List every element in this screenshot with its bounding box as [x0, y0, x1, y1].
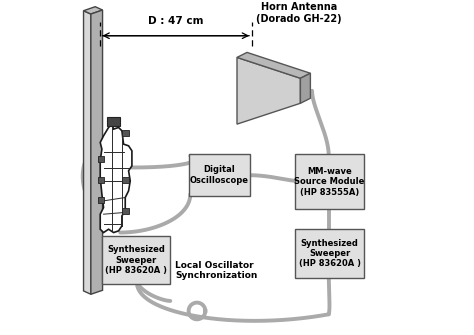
FancyBboxPatch shape	[189, 154, 250, 196]
FancyBboxPatch shape	[295, 229, 364, 278]
Polygon shape	[237, 52, 310, 78]
FancyBboxPatch shape	[98, 156, 103, 162]
Polygon shape	[91, 10, 102, 294]
Text: MM-wave
Source Module
(HP 83555A): MM-wave Source Module (HP 83555A)	[294, 167, 365, 197]
Polygon shape	[83, 7, 102, 14]
FancyBboxPatch shape	[102, 236, 170, 284]
Polygon shape	[301, 73, 310, 103]
Text: Synthesized
Sweeper
(HP 83620A ): Synthesized Sweeper (HP 83620A )	[105, 245, 167, 275]
FancyBboxPatch shape	[98, 197, 103, 203]
Text: Horn Antenna
(Dorado GH-22): Horn Antenna (Dorado GH-22)	[256, 2, 342, 24]
FancyBboxPatch shape	[98, 177, 103, 183]
FancyBboxPatch shape	[107, 118, 120, 126]
FancyBboxPatch shape	[122, 130, 128, 136]
Text: Synthesized
Sweeper
(HP 83620A ): Synthesized Sweeper (HP 83620A )	[299, 239, 361, 268]
FancyBboxPatch shape	[122, 177, 128, 183]
FancyBboxPatch shape	[122, 208, 128, 214]
Text: Digital
Oscilloscope: Digital Oscilloscope	[190, 165, 249, 185]
Polygon shape	[100, 124, 132, 232]
FancyBboxPatch shape	[295, 154, 364, 209]
Text: D : 47 cm: D : 47 cm	[148, 16, 203, 26]
Polygon shape	[237, 57, 301, 124]
Text: Local Oscillator
Synchronization: Local Oscillator Synchronization	[175, 261, 258, 280]
Polygon shape	[83, 11, 91, 294]
